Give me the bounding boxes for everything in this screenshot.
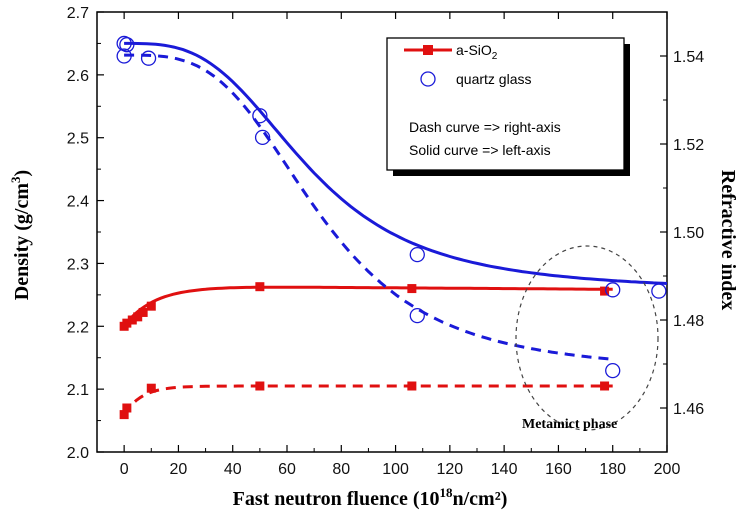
x-tick-label: 200 xyxy=(654,461,681,478)
y-left-tick-label: 2.0 xyxy=(67,445,89,462)
asio2-point xyxy=(146,383,156,393)
y-right-tick-label: 1.46 xyxy=(673,401,704,418)
metamict-region-ellipse xyxy=(515,245,659,431)
y-left-tick-label: 2.6 xyxy=(67,68,89,85)
x-axis-title-tail: n/cm²) xyxy=(452,488,507,510)
asio2-point xyxy=(407,284,417,294)
legend-note-dash: Dash curve => right-axis xyxy=(409,119,561,135)
quartz-density-fit xyxy=(124,41,668,285)
quartz-point xyxy=(254,129,271,146)
asio2-point xyxy=(138,307,148,317)
y-left-axis-title-tail: ) xyxy=(11,170,33,177)
x-tick-label: 120 xyxy=(437,461,464,478)
quartz-point xyxy=(116,48,132,64)
y-left-axis-title-main: Density (g/cm xyxy=(11,183,33,301)
asio2-point xyxy=(255,381,265,391)
legend: a-SiO2 quartz glass Dash curve => right-… xyxy=(386,37,630,176)
data-markers xyxy=(116,35,667,420)
asio2-point xyxy=(407,381,417,391)
legend-asio2-label-main: a-SiO xyxy=(456,42,492,58)
legend-asio2-marker xyxy=(423,45,433,55)
y-left-tick-label: 2.7 xyxy=(67,5,89,22)
x-tick-label: 160 xyxy=(545,461,572,478)
legend-quartz-label: quartz glass xyxy=(456,71,531,87)
x-tick-label: 180 xyxy=(599,461,626,478)
y-left-axis-title: Density (g/cm3) xyxy=(8,170,33,300)
y-left-tick-label: 2.1 xyxy=(67,382,89,399)
y-left-tick-label: 2.5 xyxy=(67,131,89,148)
x-axis-title: Fast neutron fluence (1018n/cm²) xyxy=(233,485,508,510)
y-right-tick-label: 1.50 xyxy=(673,225,704,242)
asio2-point xyxy=(122,403,132,413)
y-right-tick-label: 1.52 xyxy=(673,137,704,154)
asio2-point xyxy=(600,286,610,296)
x-axis-title-sup: 18 xyxy=(439,485,453,500)
asio2-density-fit xyxy=(122,285,613,327)
asio2-point xyxy=(127,315,137,325)
fit-curves xyxy=(122,41,668,416)
quartz-point xyxy=(252,108,268,124)
quartz-point xyxy=(409,246,425,263)
y-right-tick-label: 1.54 xyxy=(673,49,704,66)
legend-asio2-label: a-SiO2 xyxy=(456,42,498,62)
x-axis-title-main: Fast neutron fluence (10 xyxy=(233,488,440,510)
legend-asio2-label-sub: 2 xyxy=(492,51,498,62)
axis-ticks: 0 20 40 60 80 100 120 140 160 180 200 2.0 2.1 2.2 2.3 2… xyxy=(67,5,704,478)
legend-note-solid: Solid curve => left-axis xyxy=(409,142,551,158)
y-left-axis-title-sup: 3 xyxy=(8,176,23,183)
x-tick-label: 20 xyxy=(170,461,188,478)
quartz-point xyxy=(119,37,135,53)
x-tick-label: 140 xyxy=(491,461,518,478)
y-right-tick-label: 1.48 xyxy=(673,313,704,330)
quartz-index-fit xyxy=(124,53,613,361)
asio2-point xyxy=(600,381,610,391)
x-tick-label: 0 xyxy=(120,461,129,478)
x-tick-label: 60 xyxy=(278,461,296,478)
quartz-point xyxy=(116,35,132,52)
asio2-point xyxy=(122,318,132,328)
quartz-point xyxy=(605,282,621,298)
quartz-point xyxy=(140,50,157,66)
asio2-point xyxy=(133,312,143,322)
quartz-point xyxy=(651,283,667,299)
y-left-tick-label: 2.2 xyxy=(67,319,89,336)
quartz-point xyxy=(409,307,425,324)
quartz-point xyxy=(605,362,621,379)
asio2-point xyxy=(146,301,156,311)
y-right-axis-title: Refractive index xyxy=(717,170,739,311)
asio2-point xyxy=(255,282,265,292)
x-tick-label: 100 xyxy=(382,461,409,478)
x-tick-label: 80 xyxy=(332,461,350,478)
y-left-tick-label: 2.4 xyxy=(67,194,89,211)
x-tick-label: 40 xyxy=(224,461,242,478)
y-left-tick-label: 2.3 xyxy=(67,256,89,273)
legend-quartz-marker xyxy=(420,71,436,87)
asio2-point xyxy=(119,410,129,420)
metamict-phase-label: Metamict phase xyxy=(522,417,617,432)
asio2-index-fit xyxy=(122,384,613,416)
legend-box xyxy=(386,37,625,171)
